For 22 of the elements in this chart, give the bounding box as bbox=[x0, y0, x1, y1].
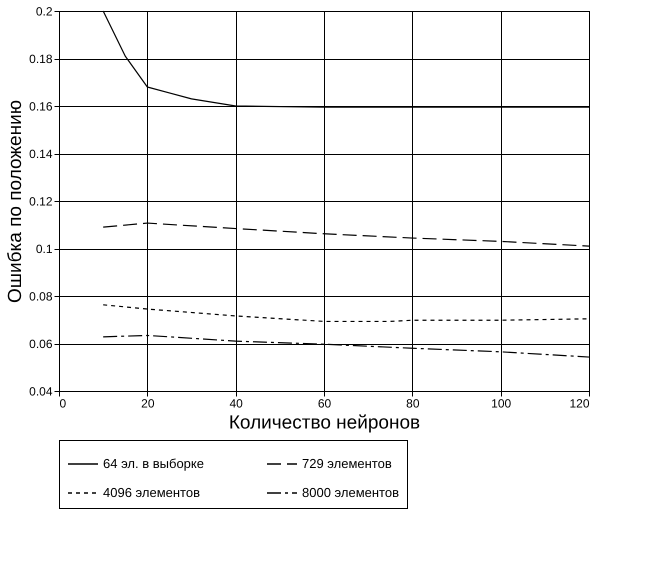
y-tick-label: 0.04 bbox=[29, 384, 53, 398]
x-tick-label: 100 bbox=[491, 396, 512, 410]
legend-label: 8000 элементов bbox=[302, 485, 400, 500]
y-tick-label: 0.16 bbox=[29, 100, 53, 114]
y-tick-label: 0.1 bbox=[36, 242, 53, 256]
x-tick-label: 20 bbox=[141, 396, 155, 410]
y-tick-label: 0.14 bbox=[29, 147, 53, 161]
y-tick-label: 0.2 bbox=[36, 4, 53, 18]
x-axis-title: Количество нейронов bbox=[228, 412, 420, 434]
y-tick-label: 0.18 bbox=[29, 52, 53, 66]
x-tick-label: 120 bbox=[569, 396, 590, 410]
legend-label: 4096 элементов bbox=[103, 485, 200, 500]
x-tick-label: 40 bbox=[229, 396, 244, 410]
y-tick-label: 0.06 bbox=[29, 337, 53, 351]
x-tick-label: 60 bbox=[318, 396, 332, 410]
y-axis-title: Ошибка по положению bbox=[5, 100, 26, 303]
legend-label: 64 эл. в выборке bbox=[103, 456, 204, 471]
y-tick-label: 0.08 bbox=[29, 290, 53, 304]
legend-label: 729 элементов bbox=[302, 456, 392, 471]
x-tick-label: 0 bbox=[60, 396, 66, 410]
x-tick-label: 80 bbox=[406, 396, 420, 410]
y-tick-label: 0.12 bbox=[29, 194, 53, 208]
